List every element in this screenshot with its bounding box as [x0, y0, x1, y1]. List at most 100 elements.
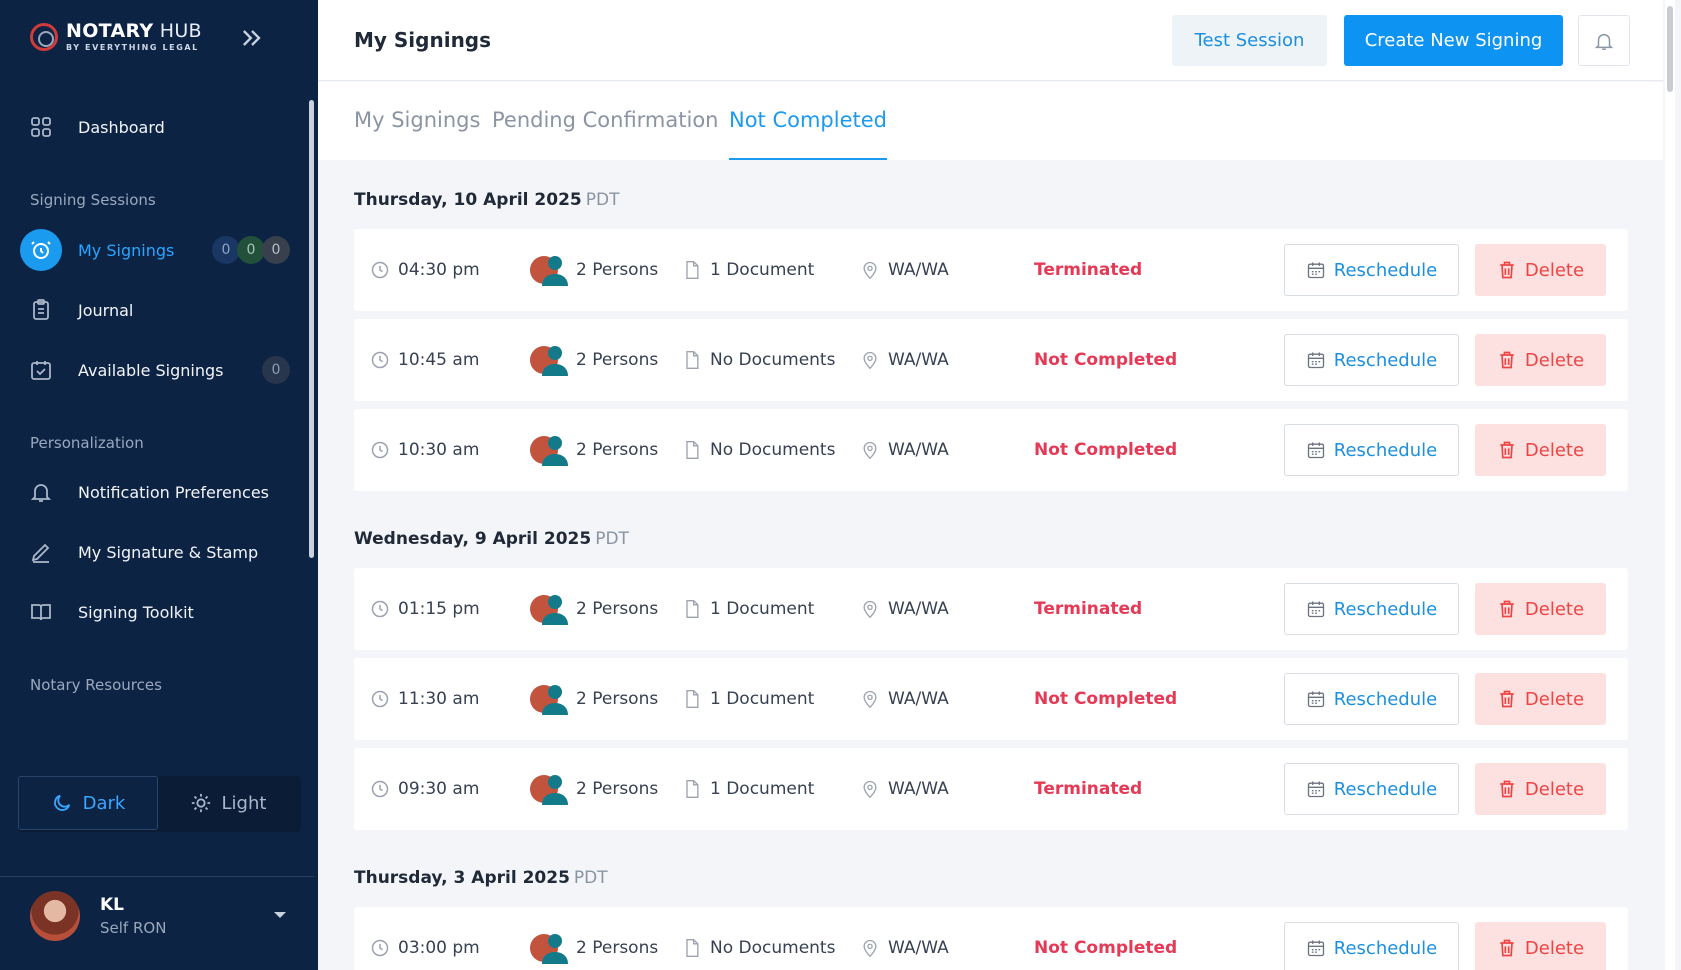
location-cell: WA/WA — [860, 319, 949, 401]
scrollbar-thumb[interactable] — [1667, 6, 1673, 92]
location-label: WA/WA — [888, 350, 949, 370]
trash-icon — [1500, 780, 1514, 798]
reschedule-button[interactable]: Reschedule — [1284, 424, 1459, 476]
reschedule-button[interactable]: Reschedule — [1284, 334, 1459, 386]
delete-label: Delete — [1524, 598, 1585, 620]
delete-button[interactable]: Delete — [1475, 424, 1606, 476]
sidebar-item-available-signings[interactable]: Available Signings 0 — [20, 348, 290, 392]
signing-row[interactable]: 09:30 am 2 Persons 1 Document WA/WA Terminat… — [354, 748, 1628, 830]
signing-row[interactable]: 11:30 am 2 Persons 1 Document WA/WA Not Comp… — [354, 658, 1628, 740]
persons-cell: 2 Persons — [530, 907, 658, 970]
documents-cell: 1 Document — [682, 229, 814, 311]
clock-icon — [371, 441, 389, 459]
profile-menu[interactable]: KL Self RON — [30, 888, 290, 944]
reschedule-button[interactable]: Reschedule — [1284, 244, 1459, 296]
caret-down-icon — [274, 912, 286, 918]
delete-button[interactable]: Delete — [1475, 244, 1606, 296]
signing-row[interactable]: 01:15 pm 2 Persons 1 Document WA/WA Terminat… — [354, 568, 1628, 650]
theme-dark-button[interactable]: Dark — [18, 776, 158, 830]
sidebar-item-notification-preferences[interactable]: Notification Preferences — [20, 470, 290, 514]
logo-icon — [30, 23, 58, 51]
location-pin-icon — [863, 780, 877, 799]
sidebar-item-journal[interactable]: Journal — [20, 288, 290, 332]
trash-icon — [1500, 441, 1514, 459]
create-new-signing-button[interactable]: Create New Signing — [1344, 15, 1563, 66]
reschedule-label: Reschedule — [1333, 349, 1438, 371]
notifications-button[interactable] — [1578, 15, 1630, 66]
delete-label: Delete — [1524, 259, 1585, 281]
signing-row[interactable]: 04:30 pm 2 Persons 1 Document WA/WA Terminat… — [354, 229, 1628, 311]
header: My Signings Test Session Create New Sign… — [318, 0, 1663, 81]
main-scrollbar[interactable] — [1665, 0, 1675, 970]
signing-row[interactable]: 10:30 am 2 Persons No Documents WA/WA Not Co… — [354, 409, 1628, 491]
time-cell: 09:30 am — [370, 748, 479, 830]
status-cell: Terminated — [1034, 568, 1142, 650]
clock-icon — [371, 600, 389, 618]
sidebar-item-signing-toolkit[interactable]: Signing Toolkit — [20, 590, 290, 634]
day-date: Wednesday, 9 April 2025 — [354, 529, 592, 549]
section-label-signing-sessions: Signing Sessions — [30, 191, 156, 209]
location-cell: WA/WA — [860, 748, 949, 830]
sidebar-item-signature-stamp[interactable]: My Signature & Stamp — [20, 530, 290, 574]
collapse-sidebar-icon[interactable] — [238, 24, 268, 54]
bell-icon — [20, 471, 62, 513]
location-cell: WA/WA — [860, 568, 949, 650]
persons-avatars — [530, 434, 570, 466]
reschedule-button[interactable]: Reschedule — [1284, 922, 1459, 970]
location-pin-icon — [863, 690, 877, 709]
persons-cell: 2 Persons — [530, 409, 658, 491]
location-pin-icon — [863, 939, 877, 958]
signing-time: 09:30 am — [398, 779, 480, 799]
test-session-button[interactable]: Test Session — [1172, 15, 1327, 66]
tab-my-signings[interactable]: My Signings — [354, 108, 481, 132]
tab-pending-confirmation[interactable]: Pending Confirmation — [492, 108, 719, 132]
time-cell: 03:00 pm — [370, 907, 480, 970]
clock-icon — [371, 690, 389, 708]
trash-icon — [1500, 261, 1514, 279]
signing-row[interactable]: 03:00 pm 2 Persons No Documents WA/WA Not Co… — [354, 907, 1628, 970]
avatar — [30, 891, 80, 941]
delete-button[interactable]: Delete — [1475, 763, 1606, 815]
persons-avatars — [530, 254, 570, 286]
count-badge: 0 — [237, 236, 265, 264]
logo-title-rest: HUB — [153, 20, 202, 42]
reschedule-button[interactable]: Reschedule — [1284, 583, 1459, 635]
location-label: WA/WA — [888, 599, 949, 619]
delete-button[interactable]: Delete — [1475, 673, 1606, 725]
signing-row[interactable]: 10:45 am 2 Persons No Documents WA/WA Not Co… — [354, 319, 1628, 401]
document-icon — [686, 690, 699, 708]
status-cell: Not Completed — [1034, 907, 1177, 970]
tab-not-completed[interactable]: Not Completed — [729, 108, 888, 160]
status-badge: Terminated — [1034, 599, 1143, 619]
location-pin-icon — [863, 441, 877, 460]
tabs: My Signings Pending Confirmation Not Com… — [318, 82, 1663, 160]
notary-hub-logo[interactable]: NOTARY HUB BY EVERYTHING LEGAL — [30, 22, 202, 52]
documents-count: 1 Document — [710, 779, 815, 799]
theme-light-button[interactable]: Light — [158, 776, 298, 830]
documents-count: No Documents — [710, 938, 836, 958]
delete-button[interactable]: Delete — [1475, 583, 1606, 635]
calendar-icon — [1307, 262, 1324, 279]
calendar-icon — [1307, 601, 1324, 618]
sun-icon — [191, 793, 210, 813]
persons-count: 2 Persons — [576, 440, 659, 460]
persons-cell: 2 Persons — [530, 568, 658, 650]
bell-icon — [1594, 33, 1614, 50]
calendar-icon — [1307, 352, 1324, 369]
reschedule-button[interactable]: Reschedule — [1284, 763, 1459, 815]
day-header: Wednesday, 9 April 2025 PDT — [354, 529, 629, 549]
available-counts: 0 — [262, 356, 290, 384]
page-title: My Signings — [354, 28, 492, 52]
sidebar-scrollbar[interactable] — [309, 100, 314, 558]
trash-icon — [1500, 351, 1514, 369]
delete-button[interactable]: Delete — [1475, 922, 1606, 970]
sidebar-item-my-signings[interactable]: My Signings 0 0 0 — [20, 228, 290, 272]
delete-label: Delete — [1524, 349, 1585, 371]
reschedule-button[interactable]: Reschedule — [1284, 673, 1459, 725]
persons-avatars — [530, 773, 570, 805]
sidebar-item-dashboard[interactable]: Dashboard — [20, 105, 290, 149]
signing-counts: 0 0 0 — [212, 236, 290, 264]
delete-button[interactable]: Delete — [1475, 334, 1606, 386]
location-label: WA/WA — [888, 440, 949, 460]
section-label-notary-resources: Notary Resources — [30, 676, 162, 694]
